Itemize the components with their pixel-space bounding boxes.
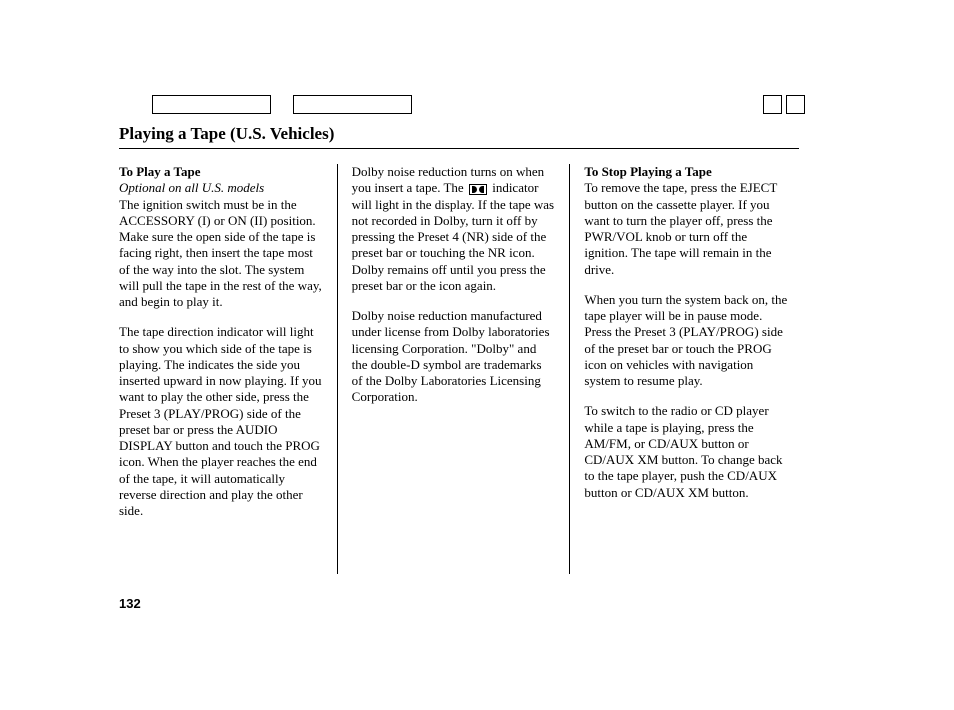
- body-text: The tape direction indicator will light …: [119, 324, 323, 519]
- crop-mark-small: [786, 95, 805, 114]
- section-heading: To Stop Playing a Tape: [584, 164, 711, 179]
- page-title: Playing a Tape (U.S. Vehicles): [119, 124, 799, 149]
- section-heading: To Play a Tape: [119, 164, 201, 179]
- content-columns: To Play a Tape Optional on all U.S. mode…: [119, 164, 802, 574]
- column-middle: Dolby noise reduction turns on when you …: [337, 164, 570, 574]
- dolby-icon: [469, 184, 487, 195]
- section-heading-block: To Stop Playing a Tape To remove the tap…: [584, 164, 788, 278]
- section-heading-block: To Play a Tape Optional on all U.S. mode…: [119, 164, 323, 310]
- body-text: When you turn the system back on, the ta…: [584, 292, 788, 390]
- body-text: To switch to the radio or CD player whil…: [584, 403, 788, 501]
- crop-mark-small: [763, 95, 782, 114]
- body-text: To remove the tape, press the EJECT butt…: [584, 180, 777, 276]
- column-left: To Play a Tape Optional on all U.S. mode…: [119, 164, 337, 574]
- body-paragraph: Dolby noise reduction turns on when you …: [352, 164, 556, 294]
- page-number: 132: [119, 596, 141, 611]
- body-text: indicator will light in the display. If …: [352, 180, 554, 293]
- column-right: To Stop Playing a Tape To remove the tap…: [569, 164, 802, 574]
- section-subnote: Optional on all U.S. models: [119, 180, 323, 196]
- crop-mark-box: [293, 95, 412, 114]
- crop-mark-box: [152, 95, 271, 114]
- crop-mark-pair: [763, 95, 805, 114]
- manual-page: Playing a Tape (U.S. Vehicles) To Play a…: [0, 0, 954, 710]
- body-text: The ignition switch must be in the ACCES…: [119, 197, 322, 310]
- body-text: Dolby noise reduction manufactured under…: [352, 308, 556, 406]
